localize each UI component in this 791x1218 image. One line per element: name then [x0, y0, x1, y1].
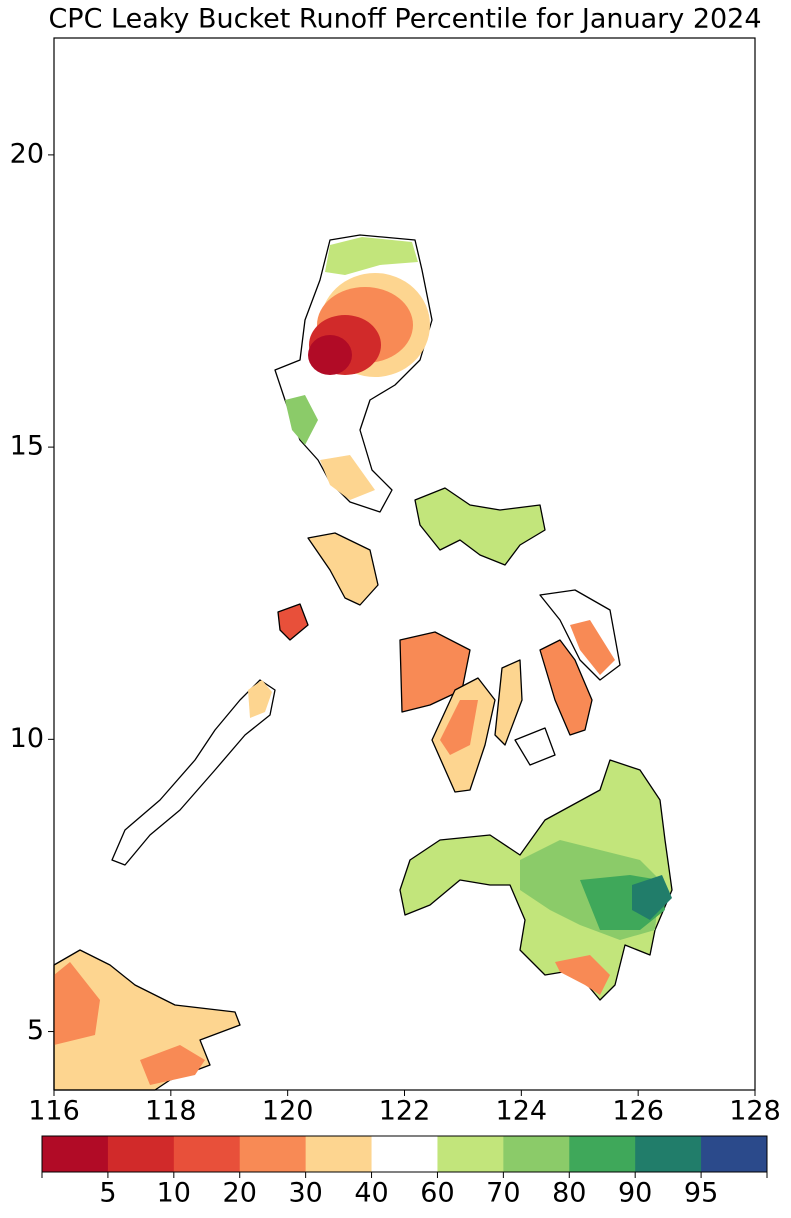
colorbar-label: 95	[684, 1178, 718, 1209]
x-tick-label: 122	[379, 1096, 431, 1127]
y-tick-label: 5	[27, 1015, 44, 1046]
colorbar-swatch	[173, 1136, 241, 1172]
colorbar-swatch	[42, 1136, 109, 1172]
colorbar-swatch	[239, 1136, 307, 1172]
colorbar-swatch	[437, 1136, 504, 1172]
land-region	[440, 700, 478, 755]
x-tick-label: 116	[28, 1096, 80, 1127]
land-region	[494, 659, 523, 746]
x-tick-label: 118	[145, 1096, 197, 1127]
colorbar-label: 40	[354, 1178, 388, 1209]
colorbar: 5 10 20 30 40 60 70 80 90 95	[41, 1135, 768, 1209]
land-region	[325, 237, 418, 275]
land-region	[539, 639, 593, 736]
colorbar-swatch	[701, 1136, 768, 1172]
colorbar-label: 10	[157, 1178, 191, 1209]
land-region	[307, 532, 379, 606]
x-tick-label: 124	[496, 1096, 548, 1127]
land-region	[632, 875, 672, 920]
land-region	[277, 603, 309, 641]
colorbar-frame	[41, 1135, 768, 1173]
land-region	[514, 727, 556, 766]
colorbar-label: 30	[288, 1178, 322, 1209]
land-region	[54, 962, 205, 1085]
colorbar-swatch	[107, 1136, 175, 1172]
map-area	[53, 234, 673, 1091]
y-tick-label: 10	[10, 723, 44, 754]
colorbar-label: 70	[486, 1178, 520, 1209]
land-region	[555, 955, 610, 995]
land-region	[111, 679, 276, 866]
colorbar-swatch	[503, 1136, 570, 1172]
map-title: CPC Leaky Bucket Runoff Percentile for J…	[48, 4, 761, 35]
land-region	[320, 455, 375, 500]
colorbar-swatch	[635, 1136, 702, 1172]
land-region	[248, 680, 272, 718]
colorbar-label: 80	[552, 1178, 586, 1209]
colorbar-swatch	[371, 1136, 438, 1172]
colorbar-swatch	[305, 1136, 373, 1172]
land-region	[285, 395, 318, 445]
x-tick-label: 126	[612, 1096, 664, 1127]
colorbar-label: 60	[420, 1178, 454, 1209]
colorbar-swatch	[569, 1136, 636, 1172]
land-region	[308, 335, 352, 375]
x-tick-label: 120	[262, 1096, 314, 1127]
colorbar-label: 5	[99, 1178, 116, 1209]
land-region	[414, 487, 546, 566]
land-region	[570, 620, 615, 675]
y-tick-label: 20	[10, 138, 44, 169]
y-tick-label: 15	[10, 431, 44, 462]
x-tick-label: 128	[729, 1096, 781, 1127]
colorbar-label: 90	[618, 1178, 652, 1209]
colorbar-label: 20	[223, 1178, 257, 1209]
